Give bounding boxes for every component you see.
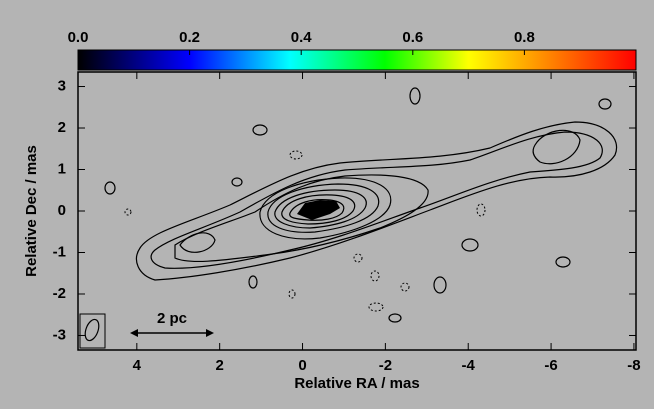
colorbar-tick-label: 0.4 (291, 29, 313, 46)
y-tick-label: -1 (53, 243, 66, 260)
x-tick-label: 0 (298, 357, 306, 374)
colorbar-tick-label: 0.0 (68, 29, 89, 46)
y-tick-label: 1 (58, 160, 66, 177)
y-axis-label: Relative Dec / mas (23, 145, 40, 277)
colorbar-tick-label: 0.6 (402, 29, 423, 46)
scale-label: 2 pc (157, 310, 187, 327)
x-tick-label: 4 (133, 357, 142, 374)
y-tick-label: -3 (53, 326, 66, 343)
x-tick-label: 2 (216, 357, 224, 374)
contours (79, 87, 618, 349)
colorbar-tick-label: 0.8 (514, 29, 535, 46)
plot-frame (77, 71, 637, 351)
x-tick-label: -4 (462, 357, 476, 374)
x-tick-label: -2 (379, 357, 392, 374)
y-tick-label: 3 (58, 77, 66, 94)
x-axis-label: Relative RA / mas (294, 375, 419, 392)
y-tick-label: -2 (53, 285, 66, 302)
y-tick-label: 2 (58, 119, 66, 136)
colorbar-tick-label: 0.2 (179, 29, 200, 46)
x-tick-label: -8 (627, 357, 640, 374)
colorbar (77, 49, 637, 71)
x-tick-label: -6 (544, 357, 557, 374)
y-tick-label: 0 (58, 202, 66, 219)
